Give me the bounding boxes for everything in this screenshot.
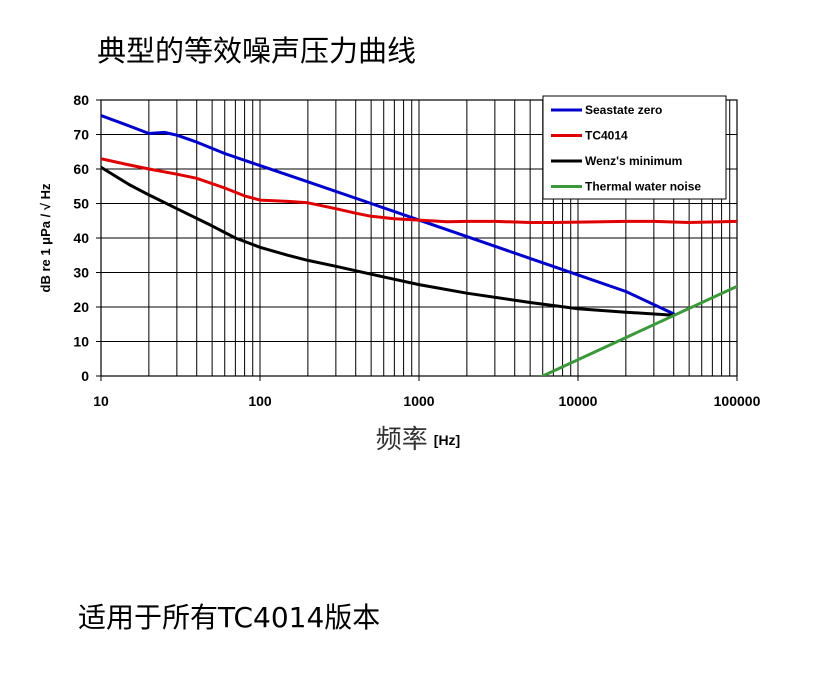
legend: Seastate zero TC4014 Wenz's minimum Thermal… (542, 95, 727, 200)
y-tick-label: 30 (73, 265, 89, 281)
legend-label-seastate-zero: Seastate zero (585, 103, 662, 117)
series-line-tc4014 (101, 157, 737, 224)
x-tick-label: 100000 (714, 393, 761, 409)
legend-label-wenz-minimum: Wenz's minimum (585, 154, 682, 168)
x-tick-label: 100 (248, 393, 272, 409)
y-tick-label: 80 (73, 92, 89, 108)
x-axis-label: 频率 [Hz] (376, 425, 460, 455)
x-axis-label-unit: [Hz] (434, 432, 460, 448)
legend-label-tc4014: TC4014 (585, 129, 628, 143)
x-tick-label: 10 (93, 393, 109, 409)
page-title: 典型的等效噪声压力曲线 (97, 34, 417, 68)
y-tick-label: 60 (73, 161, 89, 177)
x-tick-label: 10000 (559, 393, 598, 409)
x-tick-label: 1000 (403, 393, 434, 409)
series-line-thermal-water-noise (541, 284, 737, 376)
series-line-seastate-zero (101, 114, 676, 316)
footer-note: 适用于所有TC4014版本 (78, 601, 381, 634)
y-tick-label: 70 (73, 127, 89, 143)
series-line-wenz-minimum (101, 165, 676, 317)
y-tick-label: 20 (73, 299, 89, 315)
y-axis-label: dB re 1 μPa / √ Hz (38, 183, 53, 293)
y-tick-label: 40 (73, 230, 89, 246)
y-tick-label: 50 (73, 196, 89, 212)
legend-box (542, 95, 727, 200)
y-tick-label: 0 (81, 368, 89, 384)
y-tick-label: 10 (73, 334, 89, 350)
legend-label-thermal-water-noise: Thermal water noise (585, 180, 701, 194)
x-axis-label-main: 频率 (376, 425, 428, 455)
